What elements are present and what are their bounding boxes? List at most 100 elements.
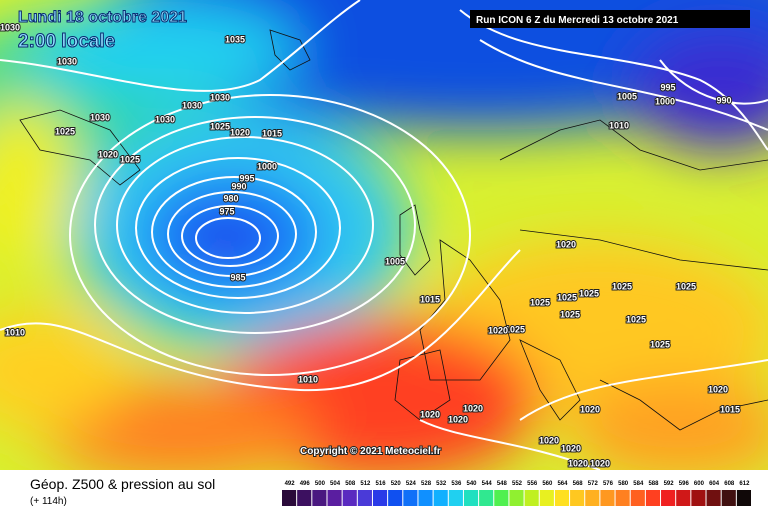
isobars (0, 0, 768, 470)
scale-swatch (661, 490, 676, 506)
scale-label: 596 (679, 481, 690, 487)
scale-swatch (600, 490, 615, 506)
isobar-label: 1020 (561, 443, 581, 453)
isobar-label: 1025 (612, 281, 632, 291)
scale-swatch (448, 490, 463, 506)
scale-label: 568 (573, 481, 584, 487)
scale-swatch (403, 490, 418, 506)
scale-swatch (721, 490, 736, 506)
scale-label: 608 (724, 481, 735, 487)
isobar-label: 1025 (579, 288, 599, 298)
scale-swatch (327, 490, 342, 506)
footer-lead: (+ 114h) (30, 496, 67, 507)
scale-swatch (736, 490, 751, 506)
isobar-label: 1030 (0, 22, 20, 32)
isobar-label: 1020 (420, 409, 440, 419)
isobar-label: 1020 (568, 458, 588, 468)
scale-label: 512 (360, 481, 371, 487)
scale-swatch (418, 490, 433, 506)
isobar-label: 1030 (182, 100, 202, 110)
scale-swatch (645, 490, 661, 506)
isobar-label: 980 (223, 193, 238, 203)
scale-label: 588 (648, 481, 659, 487)
isobar-label: 1025 (505, 324, 525, 334)
isobar-label: 1015 (420, 294, 440, 304)
isobar-label: 995 (660, 82, 675, 92)
isobar-label: 985 (230, 272, 245, 282)
scale-swatch (494, 490, 509, 506)
isobar-label: 1030 (155, 114, 175, 124)
scale-swatch (676, 490, 691, 506)
isobar-label: 1020 (590, 458, 610, 468)
isobar-label: 1025 (55, 126, 75, 136)
run-box (470, 10, 750, 28)
scale-label: 496 (300, 481, 311, 487)
scale-label: 544 (482, 481, 493, 487)
scale-swatch (372, 490, 388, 506)
isobar-label: 1030 (57, 56, 77, 66)
isobar-label: 1025 (120, 154, 140, 164)
scale-label: 560 (542, 481, 553, 487)
isobar-label: 1025 (560, 309, 580, 319)
isobar-label: 1020 (488, 325, 508, 335)
scale-swatch (357, 490, 372, 506)
scale-swatch (524, 490, 539, 506)
isobar-label: 1010 (298, 374, 318, 384)
isobar-label: 1000 (655, 96, 675, 106)
scale-label: 540 (467, 481, 478, 487)
scale-label: 532 (436, 481, 447, 487)
scale-label: 524 (406, 481, 417, 487)
scale-swatch (585, 490, 600, 506)
scale-label: 548 (497, 481, 508, 487)
scale-label: 584 (633, 481, 644, 487)
isobar-label: 1025 (210, 121, 230, 131)
scale-swatch (509, 490, 524, 506)
isobar-label: 975 (219, 206, 234, 216)
scale-label: 572 (588, 481, 599, 487)
scale-label: 492 (285, 481, 296, 487)
isobar-label: 1020 (463, 403, 483, 413)
scale-swatch (570, 490, 585, 506)
isobar-label: 1010 (5, 327, 25, 337)
scale-swatch (388, 490, 403, 506)
scale-label: 576 (603, 481, 614, 487)
isobar-label: 1010 (609, 120, 629, 130)
isobar-label: 1025 (557, 292, 577, 302)
copyright: Copyright © 2021 Meteociel.fr (300, 446, 441, 457)
scale-swatch (297, 490, 312, 506)
time-label: 2:00 locale (18, 31, 115, 52)
isobar-label: 1020 (539, 435, 559, 445)
footer-title: Géop. Z500 & pression au sol (30, 476, 215, 492)
run-label: Run ICON 6 Z du Mercredi 13 octobre 2021 (476, 15, 679, 26)
isobar-label: 1025 (650, 339, 670, 349)
scale-swatch (342, 490, 357, 506)
scale-swatch (463, 490, 479, 506)
scale-label: 612 (739, 481, 750, 487)
isobar-label: 1020 (448, 414, 468, 424)
scale-swatch (479, 490, 494, 506)
scale-label: 520 (391, 481, 402, 487)
scale-label: 556 (527, 481, 538, 487)
isobar-label: 1020 (556, 239, 576, 249)
scale-label: 580 (618, 481, 629, 487)
scale-label: 504 (330, 481, 341, 487)
scale-swatch (691, 490, 706, 506)
scale-swatch (433, 490, 448, 506)
scale-label: 516 (376, 481, 387, 487)
scale-swatch (539, 490, 554, 506)
scale-label: 592 (664, 481, 675, 487)
color-scale: 492 496 500 504 508 512 516 520 524 528 532 536 540 5… (282, 481, 751, 506)
isobar-label: 995 (239, 173, 254, 183)
coastlines (19, 29, 768, 431)
date-label: Lundi 18 octobre 2021 (18, 9, 187, 26)
scale-swatch (630, 490, 645, 506)
isobar-label: 1030 (90, 112, 110, 122)
scale-swatch (312, 490, 327, 506)
scale-swatch (706, 490, 721, 506)
scale-swatch (554, 490, 570, 506)
scale-label: 552 (512, 481, 523, 487)
isobar-label: 1005 (385, 256, 405, 266)
scale-label: 508 (345, 481, 356, 487)
